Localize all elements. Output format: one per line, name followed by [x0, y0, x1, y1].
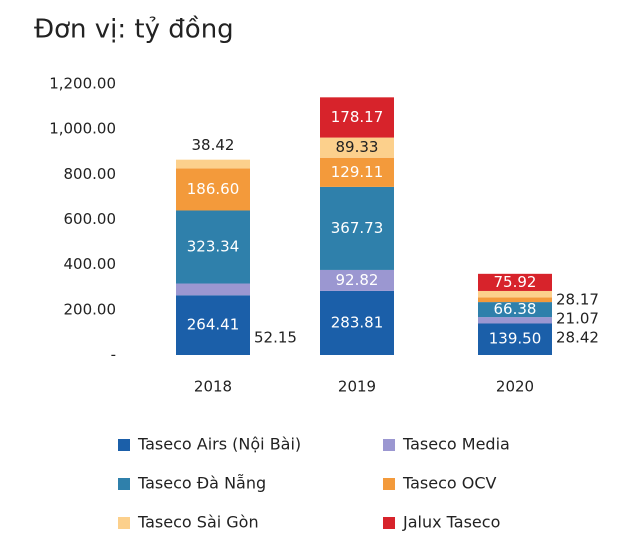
value-label: 264.41 — [187, 316, 240, 334]
bar-segment — [320, 290, 394, 355]
legend-swatch — [383, 439, 395, 451]
value-label: 323.34 — [187, 237, 240, 255]
legend-label: Jalux Taseco — [402, 513, 500, 532]
bar-segment — [478, 290, 552, 298]
legend-swatch — [383, 517, 395, 529]
bar-segment — [320, 186, 394, 270]
value-label: 367.73 — [331, 219, 384, 237]
y-tick-label: - — [111, 346, 116, 364]
bar-segment — [320, 97, 394, 138]
bar-segment — [478, 317, 552, 324]
y-tick-label: 400.00 — [64, 255, 117, 273]
value-label: 178.17 — [331, 108, 384, 126]
bar-segment — [320, 157, 394, 187]
legend-swatch — [118, 478, 130, 490]
value-label: 75.92 — [494, 273, 537, 291]
bar-segment — [176, 168, 250, 211]
legend-label: Taseco Đà Nẵng — [137, 474, 266, 493]
bar-segment — [176, 159, 250, 169]
legend-label: Taseco Airs (Nội Bài) — [137, 435, 301, 454]
value-label: 28.17 — [556, 291, 599, 309]
value-label: 283.81 — [331, 313, 384, 331]
value-label: 52.15 — [254, 329, 297, 347]
value-label: 129.11 — [331, 163, 384, 181]
y-tick-label: 1,200.00 — [49, 75, 116, 93]
value-label: 66.38 — [494, 300, 537, 318]
legend-swatch — [118, 439, 130, 451]
bar-segment — [478, 302, 552, 318]
bar-segment — [320, 137, 394, 158]
x-tick-label: 2020 — [496, 378, 534, 396]
y-tick-label: 600.00 — [64, 210, 117, 228]
y-tick-label: 1,000.00 — [49, 120, 116, 138]
bar-segment — [176, 210, 250, 284]
bar-segment — [478, 273, 552, 291]
legend-swatch — [118, 517, 130, 529]
value-label: 139.50 — [489, 330, 542, 348]
y-tick-label: 800.00 — [64, 165, 117, 183]
value-label: 28.42 — [556, 329, 599, 347]
bar-segment — [176, 295, 250, 355]
bar-segment — [478, 323, 552, 355]
value-label: 89.33 — [336, 138, 379, 156]
x-tick-label: 2018 — [194, 378, 232, 396]
value-label: 21.07 — [556, 310, 599, 328]
bar-segment — [320, 269, 394, 291]
y-tick-label: 200.00 — [64, 300, 117, 318]
legend-label: Taseco Sài Gòn — [137, 513, 259, 532]
value-label: 92.82 — [336, 271, 379, 289]
legend-label: Taseco OCV — [402, 474, 497, 493]
x-tick-label: 2019 — [338, 378, 376, 396]
bar-segment — [478, 297, 552, 303]
legend-label: Taseco Media — [402, 435, 510, 454]
bar-segment — [176, 283, 250, 296]
chart-title: Đơn vị: tỷ đồng — [34, 15, 234, 45]
legend-swatch — [383, 478, 395, 490]
value-label: 38.42 — [192, 136, 235, 154]
value-label: 186.60 — [187, 180, 240, 198]
